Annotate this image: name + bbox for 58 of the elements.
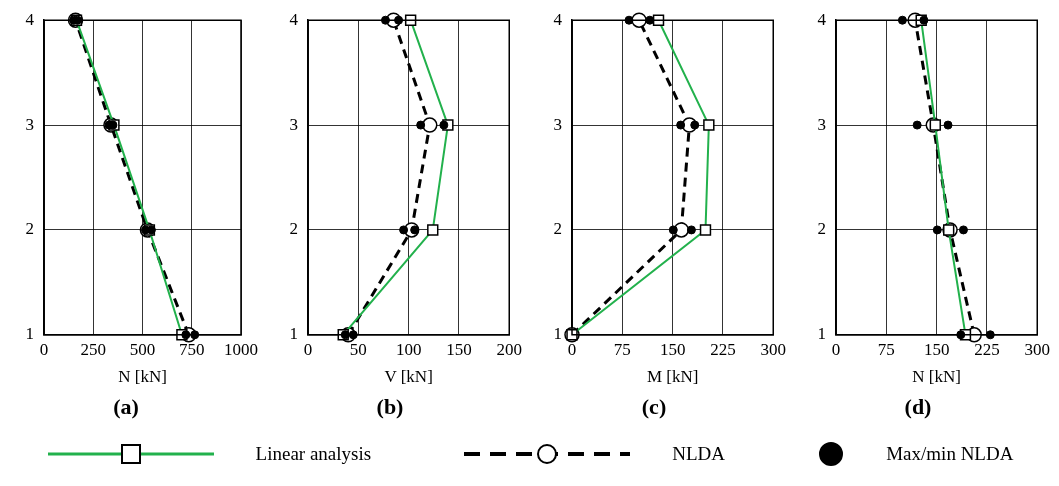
y-tick-label: 3 [817, 114, 826, 134]
x-tick-label: 150 [446, 340, 472, 360]
y-tick-label: 2 [817, 219, 826, 239]
legend-label: Max/min NLDA [886, 443, 1014, 465]
y-tick-label: 4 [553, 9, 563, 29]
y-tick-label: 2 [25, 219, 34, 239]
x-tick-label: 0 [567, 340, 577, 360]
x-tick-label: 300 [1024, 340, 1050, 360]
y-tick-label: 1 [289, 324, 298, 344]
x-tick-label: 250 [80, 340, 106, 360]
y-tick-label: 2 [553, 219, 562, 239]
text: (a) [113, 394, 139, 420]
point [439, 120, 449, 130]
point [686, 225, 696, 235]
x-tick-label: 200 [496, 340, 522, 360]
text: (c) [641, 394, 667, 420]
x-tick-label: 225 [710, 340, 736, 360]
x-tick-label: 150 [659, 340, 686, 360]
x-axis-title: N [kN] [118, 366, 167, 386]
point [912, 120, 922, 130]
point [416, 120, 426, 130]
x-axis-title: M [kN] [646, 366, 699, 386]
y-tick-label: 1 [25, 324, 34, 344]
x-tick-label: 0 [39, 340, 49, 360]
y-tick-label: 4 [25, 9, 35, 29]
y-tick-label: 1 [817, 324, 826, 344]
x-axis-title: N [kN] [912, 366, 961, 386]
x-tick-label: 225 [974, 340, 1000, 360]
x-tick-label: 150 [923, 340, 950, 360]
point [399, 225, 409, 235]
point [932, 225, 942, 235]
point [676, 120, 686, 130]
point [668, 225, 678, 235]
y-tick-label: 3 [289, 114, 298, 134]
x-axis-title: V [kN] [384, 366, 433, 386]
y-tick-label: 3 [553, 114, 562, 134]
x-tick-label: 750 [179, 340, 205, 360]
x-tick-label: 300 [760, 340, 786, 360]
x-tick-label: 0 [831, 340, 841, 360]
y-tick-label: 3 [25, 114, 34, 134]
y-tick-label: 1 [553, 324, 562, 344]
y-tick-label: 4 [289, 9, 299, 29]
y-tick-label: 4 [817, 9, 827, 29]
x-tick-label: 75 [613, 340, 631, 360]
text: Linear analysis [255, 443, 372, 465]
point [958, 225, 968, 235]
point [943, 120, 953, 130]
x-tick-label: 500 [129, 340, 156, 360]
text: NLDA [672, 443, 726, 465]
x-tick-label: 50 [349, 340, 367, 360]
text: (d) [904, 394, 932, 420]
point [690, 120, 700, 130]
x-tick-label: 1000 [224, 340, 258, 360]
x-tick-label: 0 [303, 340, 313, 360]
text: (b) [376, 394, 404, 420]
x-tick-label: 100 [395, 340, 422, 360]
y-tick-label: 2 [289, 219, 298, 239]
x-tick-label: 75 [877, 340, 895, 360]
